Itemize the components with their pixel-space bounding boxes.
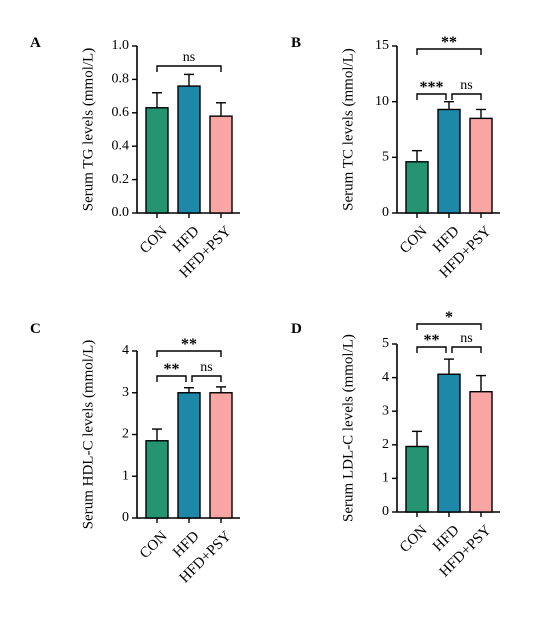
y-tick-label: 0.6 xyxy=(112,105,130,120)
y-tick-label: 0.2 xyxy=(112,172,130,187)
y-tick-label: 10 xyxy=(375,94,389,109)
y-tick-label: 15 xyxy=(375,38,389,53)
bar-hfd xyxy=(437,373,461,513)
bar-hfd-plus-psy xyxy=(209,115,233,214)
significance-bracket xyxy=(191,375,222,382)
y-axis-title: Serum TC levels (mmol/L) xyxy=(340,48,356,211)
x-category-label: CON xyxy=(137,223,171,257)
y-tick-label: 5 xyxy=(382,336,389,351)
bar-con xyxy=(405,161,429,214)
significance-label: ** xyxy=(441,34,457,51)
y-tick-label: 4 xyxy=(382,370,389,385)
x-category-label: CON xyxy=(397,223,431,257)
significance-bracket xyxy=(451,93,482,100)
significance-label: *** xyxy=(420,79,444,96)
panel-letter: C xyxy=(30,321,41,337)
significance-bracket xyxy=(416,48,482,55)
y-axis-title: Serum TG levels (mmol/L) xyxy=(80,48,96,211)
significance-label: ns xyxy=(200,360,212,375)
bar-con xyxy=(145,440,169,519)
panel-letter: A xyxy=(30,35,41,51)
y-tick-label: 0 xyxy=(382,504,389,519)
bar-con xyxy=(145,107,169,214)
x-category-label: CON xyxy=(137,528,171,562)
panel-letter: D xyxy=(291,321,302,337)
significance-bracket xyxy=(416,93,447,100)
significance-label: * xyxy=(445,309,453,326)
significance-label: ns xyxy=(183,50,195,65)
y-tick-label: 0.8 xyxy=(112,72,130,87)
bar-hfd-plus-psy xyxy=(209,392,233,519)
y-tick-label: 4 xyxy=(122,343,129,358)
y-tick-label: 1.0 xyxy=(112,38,130,53)
y-tick-label: 3 xyxy=(122,385,129,400)
y-axis-title: Serum LDL-C levels (mmol/L) xyxy=(340,334,356,522)
y-axis-title: Serum HDL-C levels (mmol/L) xyxy=(80,340,96,530)
bar-hfd-plus-psy xyxy=(469,117,493,214)
y-tick-label: 0.4 xyxy=(112,138,130,153)
y-tick-label: 1 xyxy=(382,471,389,486)
significance-bracket xyxy=(416,323,482,330)
significance-bracket xyxy=(156,350,222,357)
bar-con xyxy=(405,445,429,513)
significance-bracket xyxy=(451,346,482,353)
y-tick-label: 2 xyxy=(122,427,129,442)
bar-hfd xyxy=(177,85,201,214)
chart-panel-a: A Serum TG levels (mmol/L) 0.0 0.2 0.4 0.6 0.8… xyxy=(30,35,240,281)
bar-hfd xyxy=(437,108,461,214)
panel-letter: B xyxy=(291,35,301,51)
significance-bracket xyxy=(156,375,187,382)
y-tick-label: 1 xyxy=(122,468,129,483)
significance-bracket xyxy=(156,65,222,72)
x-category-label: CON xyxy=(397,522,431,556)
significance-bracket xyxy=(416,346,447,353)
y-tick-label: 0 xyxy=(122,510,129,525)
y-tick-label: 5 xyxy=(382,150,389,165)
y-tick-label: 3 xyxy=(382,403,389,418)
significance-label: ** xyxy=(424,332,440,349)
y-tick-label: 0.0 xyxy=(112,205,130,220)
bar-hfd xyxy=(177,392,201,519)
significance-label: ns xyxy=(460,78,472,93)
bar-hfd-plus-psy xyxy=(469,391,493,513)
y-tick-label: 2 xyxy=(382,437,389,452)
significance-label: ** xyxy=(164,361,180,378)
significance-label: ** xyxy=(181,336,197,353)
y-tick-label: 0 xyxy=(382,205,389,220)
significance-label: ns xyxy=(460,331,472,346)
